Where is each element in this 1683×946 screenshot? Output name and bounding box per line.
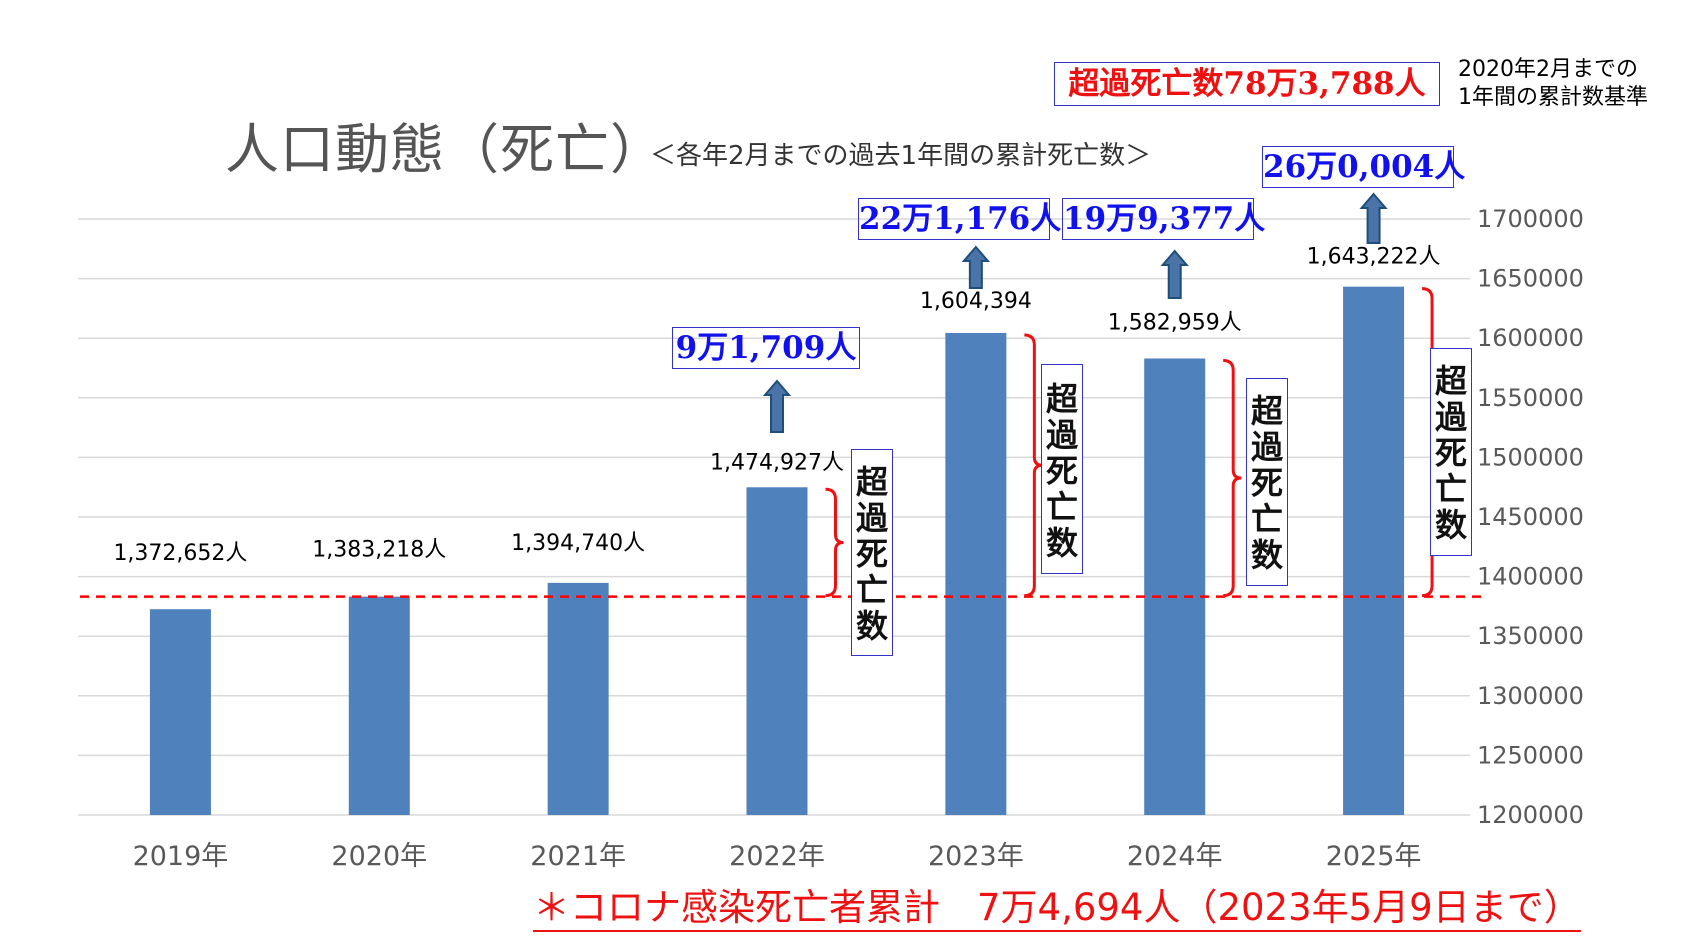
excess-vertical-label-char: 超: [1045, 380, 1078, 418]
y-tick-label: 1550000: [1477, 384, 1584, 412]
excess-vertical-label-char: 過: [1434, 398, 1467, 436]
excess-vertical-label-char: 亡: [1250, 500, 1283, 538]
y-tick-label: 1300000: [1477, 682, 1584, 710]
x-tick-label: 2024年: [1127, 841, 1223, 872]
excess-vertical-label-char: 死: [1045, 452, 1078, 490]
bars: [149, 286, 1405, 815]
excess-vertical-label-char: 超: [855, 463, 888, 501]
data-label: 1,372,652人: [113, 541, 247, 566]
bar-2021年: [547, 582, 609, 815]
excess-vertical-label-char: 過: [855, 499, 888, 537]
bar-2025年: [1343, 286, 1405, 815]
bar-2023年: [945, 332, 1007, 815]
up-arrow-icon: [961, 245, 991, 289]
total-excess-box: 超過死亡数78万3,788人: [1054, 62, 1440, 106]
y-tick-label: 1400000: [1477, 563, 1584, 591]
x-tick-label: 2020年: [331, 841, 427, 872]
excess-brace-2024年: [1223, 359, 1242, 598]
y-tick-label: 1500000: [1477, 443, 1584, 471]
excess-vertical-label-char: 過: [1045, 416, 1078, 454]
reference-note-line: 1年間の累計数基準: [1458, 85, 1648, 110]
excess-vertical-label-char: 超: [1250, 392, 1283, 430]
excess-vertical-label-char: 数: [1250, 536, 1283, 574]
reference-note: 2020年2月までの 1年間の累計数基準: [1458, 56, 1648, 112]
x-tick-label: 2019年: [133, 841, 229, 872]
excess-box-2023: 22万1,176人: [858, 198, 1061, 240]
data-labels: 1,372,652人 1,383,218人 1,394,740人 1,474,927人…: [113, 245, 1440, 567]
excess-vertical-label-char: 死: [1434, 434, 1467, 472]
excess-vertical-label-2025: 超過死亡数: [1430, 348, 1472, 556]
bar-2024年: [1144, 358, 1206, 815]
excess-vertical-label-char: 数: [855, 607, 888, 645]
y-axis-ticks: 1200000 1250000 1300000 1350000 1400000 14500…: [1477, 205, 1584, 829]
up-arrow-icon: [1160, 249, 1189, 299]
up-arrow-icon: [762, 379, 792, 433]
data-label: 1,643,222人: [1307, 245, 1441, 270]
excess-vertical-label-char: 超: [1434, 362, 1467, 400]
y-tick-label: 1200000: [1477, 801, 1584, 829]
chart-subtitle: ＜各年2月までの過去1年間の累計死亡数＞: [650, 141, 1152, 171]
x-tick-label: 2021年: [530, 841, 626, 872]
excess-vertical-label-char: 過: [1250, 428, 1283, 466]
excess-vertical-label-2022: 超過死亡数: [851, 449, 893, 656]
y-tick-label: 1700000: [1477, 205, 1584, 233]
x-tick-label: 2025年: [1326, 841, 1422, 872]
excess-arrows: [762, 192, 1388, 433]
up-arrow-icon: [1359, 192, 1388, 244]
excess-box-2022: 9万1,709人: [672, 327, 860, 369]
excess-vertical-label-char: 亡: [1434, 470, 1467, 508]
excess-vertical-label-char: 亡: [1045, 488, 1078, 526]
data-label: 1,604,394: [920, 289, 1032, 314]
excess-vertical-label-2024: 超過死亡数: [1246, 378, 1288, 586]
x-axis-labels: 2019年 2020年 2021年 2022年 2023年 2024年 2025年: [133, 841, 1422, 872]
excess-box-2024: 19万9,377人: [1062, 198, 1265, 240]
y-tick-label: 1600000: [1477, 324, 1584, 352]
x-tick-label: 2023年: [928, 841, 1024, 872]
bar-2019年: [149, 609, 211, 815]
excess-box-2025: 26万0,004人: [1262, 146, 1465, 188]
excess-vertical-label-char: 数: [1045, 524, 1078, 562]
excess-vertical-label-char: 死: [855, 535, 888, 573]
y-tick-label: 1350000: [1477, 622, 1584, 650]
excess-vertical-label-char: 死: [1250, 464, 1283, 502]
data-label: 1,474,927人: [710, 450, 844, 475]
excess-vertical-label-char: 数: [1434, 506, 1467, 544]
reference-note-line: 2020年2月までの: [1458, 57, 1638, 82]
data-label: 1,582,959人: [1108, 311, 1242, 336]
chart-title: 人口動態（死亡）: [225, 118, 665, 181]
y-tick-label: 1250000: [1477, 741, 1584, 769]
bar-2020年: [348, 596, 410, 815]
excess-brace-2022年: [825, 487, 844, 598]
y-tick-label: 1450000: [1477, 503, 1584, 531]
data-label: 1,394,740人: [511, 531, 645, 556]
x-tick-label: 2022年: [729, 841, 825, 872]
data-label: 1,383,218人: [312, 538, 446, 563]
excess-vertical-label-char: 亡: [855, 571, 888, 609]
y-tick-label: 1650000: [1477, 265, 1584, 293]
excess-brace-2023年: [1024, 333, 1043, 598]
footnote: ＊コロナ感染死亡者累計 7万4,694人（2023年5月9日まで）: [533, 886, 1581, 932]
bar-2022年: [746, 487, 808, 815]
excess-vertical-label-2023: 超過死亡数: [1041, 364, 1083, 574]
